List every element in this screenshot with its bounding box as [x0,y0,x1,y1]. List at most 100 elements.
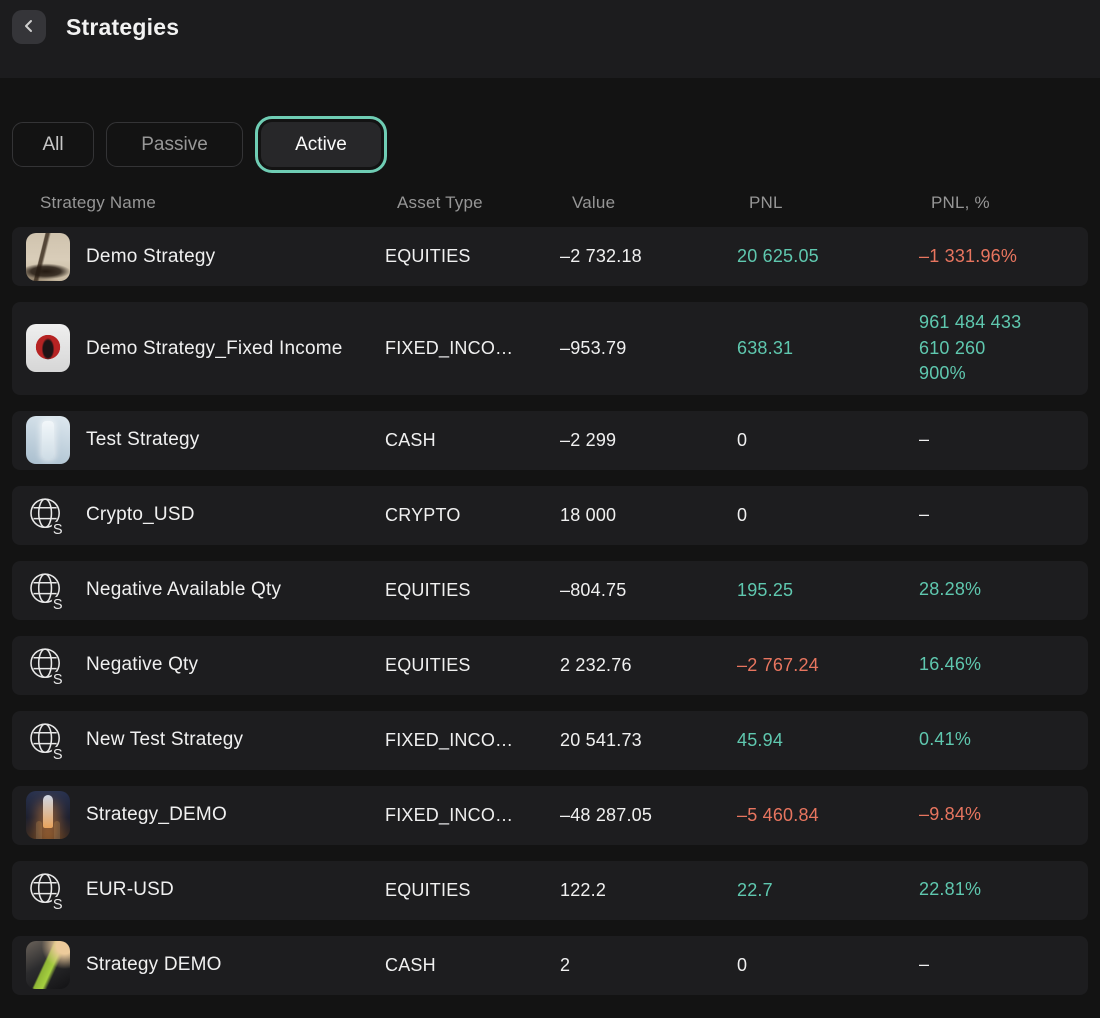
strategy-avatar-cell [12,324,86,373]
svg-text:S: S [53,522,63,537]
strategy-avatar-cell: S [12,643,86,687]
strategy-row[interactable]: Demo Strategy EQUITIES –2 732.18 20 625.… [12,227,1088,286]
strategy-name: Test Strategy [86,429,200,451]
strategy-asset-type: FIXED_INCO… [385,729,514,750]
strategy-name: Demo Strategy [86,245,216,267]
strategy-asset-type: EQUITIES [385,879,471,900]
strategy-row[interactable]: Demo Strategy_Fixed Income FIXED_INCO… –… [12,302,1088,395]
strategy-pnl-percent: 16.46% [919,654,982,675]
strategy-name: Negative Available Qty [86,579,282,601]
strategy-avatar-image [26,941,70,990]
strategy-value: –953.79 [560,337,627,358]
strategy-name: Strategy_DEMO [86,804,227,826]
globe-icon: S [30,573,65,612]
strategy-avatar-cell [12,941,86,990]
strategy-asset-type: CASH [385,954,436,975]
strategy-asset-type: EQUITIES [385,579,471,600]
strategies-list: Demo Strategy EQUITIES –2 732.18 20 625.… [12,227,1088,995]
strategy-avatar-cell [12,416,86,465]
strategy-pnl: 0 [737,429,748,450]
strategy-value: 20 541.73 [560,729,642,750]
strategy-pnl-percent: 28.28% [919,579,982,600]
strategy-pnl: –2 767.24 [737,654,819,675]
strategy-value: –2 732.18 [560,246,642,266]
top-bar: Strategies [0,0,1100,78]
svg-text:S: S [53,672,63,687]
strategy-value: 2 [560,954,571,975]
strategy-name: Demo Strategy_Fixed Income [86,337,343,359]
svg-text:S: S [53,747,63,762]
back-button[interactable] [12,10,46,44]
svg-text:S: S [53,897,63,912]
strategy-value: –804.75 [560,579,627,600]
strategy-pnl-percent: –9.84% [919,804,982,825]
strategy-pnl: 0 [737,954,748,975]
active-filter-focus-ring: Active [255,116,387,173]
strategy-pnl: 195.25 [737,579,794,600]
strategy-pnl: 638.31 [737,337,794,358]
col-pnl-percent: PNL, % [931,193,990,212]
col-strategy-name: Strategy Name [40,193,156,212]
strategy-pnl: 20 625.05 [737,246,819,266]
strategy-avatar-image [26,324,70,373]
strategy-asset-type: EQUITIES [385,246,471,266]
page-title: Strategies [66,14,180,40]
strategy-value: 122.2 [560,879,607,900]
strategy-value: 18 000 [560,504,617,525]
strategy-row[interactable]: Strategy DEMO CASH 2 0 – [12,935,1088,995]
strategy-asset-type: FIXED_INCO… [385,337,514,358]
strategy-pnl-percent: – [919,429,930,450]
strategy-row[interactable]: S Negative Qty EQUITIES 2 232.76 –2 767.… [12,635,1088,695]
chevron-left-icon [22,19,36,36]
strategy-name: Crypto_USD [86,504,195,526]
strategy-value: –48 287.05 [560,804,653,825]
table-column-headers: Strategy Name Asset Type Value PNL PNL, … [12,193,1088,213]
strategy-pnl: 22.7 [737,879,773,900]
strategy-asset-type: EQUITIES [385,654,471,675]
strategy-row[interactable]: S Negative Available Qty EQUITIES –804.7… [12,560,1088,620]
strategy-row[interactable]: Test Strategy CASH –2 299 0 – [12,410,1088,470]
strategy-asset-type: CASH [385,429,436,450]
strategy-value: 2 232.76 [560,654,632,675]
strategy-name: New Test Strategy [86,729,244,751]
strategy-row[interactable]: S Crypto_USD CRYPTO 18 000 0 – [12,485,1088,545]
strategy-pnl: 0 [737,504,748,525]
strategy-avatar-image [26,791,70,840]
strategy-row[interactable]: Strategy_DEMO FIXED_INCO… –48 287.05 –5 … [12,785,1088,845]
globe-icon: S [30,498,65,537]
filter-all[interactable]: All [12,122,94,167]
col-asset-type: Asset Type [397,193,483,212]
strategy-asset-type: FIXED_INCO… [385,804,514,825]
strategy-row[interactable]: S New Test Strategy FIXED_INCO… 20 541.7… [12,710,1088,770]
strategy-pnl-percent: – [919,504,930,525]
col-pnl: PNL [749,193,783,212]
strategy-avatar-image [26,416,70,465]
svg-text:S: S [53,597,63,612]
filter-active[interactable]: Active [261,122,381,167]
strategy-avatar-cell [12,232,86,281]
strategy-avatar-cell: S [12,868,86,912]
strategy-row[interactable]: S EUR-USD EQUITIES 122.2 22.7 22.81% [12,860,1088,920]
strategy-asset-type: CRYPTO [385,504,461,525]
filter-passive[interactable]: Passive [106,122,243,167]
strategy-pnl-percent: – [919,954,930,975]
strategy-name: Negative Qty [86,654,199,676]
strategy-pnl: –5 460.84 [737,804,819,825]
strategy-pnl-percent: 0.41% [919,729,972,750]
strategy-avatar-cell: S [12,568,86,612]
globe-icon: S [30,723,65,762]
col-value: Value [572,193,616,212]
strategy-pnl-percent: 961 484 433 610 260 900% [919,312,1022,384]
strategy-name: Strategy DEMO [86,954,222,976]
strategy-avatar-image [26,232,70,281]
strategy-value: –2 299 [560,429,617,450]
filter-tabs: All Passive Active [12,116,1100,173]
globe-icon: S [30,648,65,687]
strategy-pnl-percent: 22.81% [919,879,982,900]
strategy-pnl-percent: –1 331.96% [919,245,1018,266]
strategy-pnl: 45.94 [737,729,784,750]
strategy-avatar-cell [12,791,86,840]
globe-icon: S [30,873,65,912]
strategy-avatar-cell: S [12,493,86,537]
strategy-avatar-cell: S [12,718,86,762]
